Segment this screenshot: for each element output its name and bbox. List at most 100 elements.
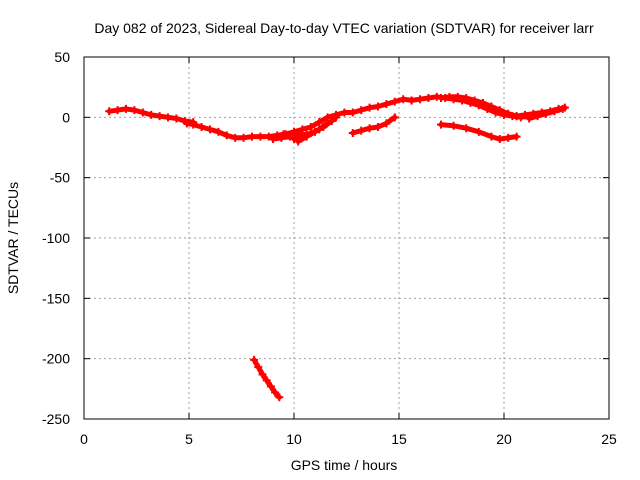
data-point	[462, 124, 471, 133]
x-tick-label: 20	[496, 431, 512, 447]
data-point	[302, 130, 311, 139]
data-point	[147, 110, 156, 119]
axes: 0 5 10 15 20 25 50 0 -50 -100 -150 -200 -250	[42, 49, 617, 447]
series-arc-3	[283, 96, 415, 137]
y-axis-label: SDTVAR / TECUs	[5, 182, 21, 294]
data-point	[164, 113, 172, 122]
data-point	[285, 132, 294, 141]
data-point	[558, 104, 567, 113]
x-tick-label: 10	[286, 431, 302, 447]
plot-frame	[83, 56, 610, 420]
data-point	[462, 94, 471, 103]
data-point	[250, 355, 259, 364]
y-tick-label: -250	[42, 411, 70, 427]
data-point	[266, 382, 275, 391]
data-point	[130, 106, 139, 115]
data-point	[182, 119, 191, 128]
data-point	[399, 95, 408, 104]
data-point	[512, 112, 521, 121]
data-point	[271, 388, 280, 397]
data-point	[453, 92, 462, 101]
data-point	[437, 94, 445, 103]
data-point	[407, 96, 416, 105]
data-point	[323, 113, 332, 122]
y-tick-label: -50	[50, 170, 70, 186]
data-point	[382, 119, 391, 128]
data-point	[374, 122, 382, 131]
data-point	[416, 95, 424, 104]
data-point	[105, 107, 114, 116]
data-point	[113, 106, 122, 115]
data-point	[340, 108, 349, 117]
data-point	[315, 118, 324, 127]
data-point	[504, 133, 513, 142]
data-point	[239, 133, 248, 142]
data-point	[470, 96, 479, 105]
data-point	[189, 120, 198, 129]
data-point	[197, 122, 206, 131]
data-series	[105, 92, 569, 402]
data-point	[374, 102, 382, 111]
data-point	[357, 126, 366, 135]
y-tick-label: 0	[62, 109, 70, 125]
data-point	[206, 125, 214, 134]
data-point	[348, 129, 357, 138]
data-point	[277, 133, 286, 142]
data-point	[327, 116, 336, 125]
data-point	[298, 125, 307, 134]
data-point	[319, 122, 328, 131]
data-point	[269, 135, 277, 144]
data-point	[254, 363, 263, 372]
y-tick-label: -200	[42, 351, 70, 367]
data-point	[348, 108, 357, 117]
data-point	[275, 393, 284, 402]
data-point	[365, 103, 374, 112]
data-point	[365, 124, 374, 133]
data-point	[294, 131, 303, 140]
x-tick-label: 15	[391, 431, 407, 447]
data-point	[390, 97, 399, 106]
data-point	[504, 109, 513, 118]
data-point	[122, 104, 130, 113]
data-point	[487, 102, 496, 111]
data-point	[437, 120, 445, 129]
series-arc-5	[438, 94, 520, 119]
data-point	[521, 110, 529, 119]
x-tick-label: 5	[185, 431, 193, 447]
data-point	[256, 132, 265, 141]
data-point	[138, 108, 147, 117]
data-point	[332, 113, 340, 122]
data-point	[525, 114, 534, 123]
data-point	[449, 121, 458, 130]
data-point	[382, 100, 391, 109]
y-tick-label: -150	[42, 290, 70, 306]
data-point	[248, 132, 256, 141]
chart-title: Day 082 of 2023, Sidereal Day-to-day VTE…	[94, 20, 594, 36]
data-point	[542, 109, 550, 118]
x-tick-label: 25	[601, 431, 617, 447]
x-axis-label: GPS time / hours	[291, 457, 398, 473]
data-point	[155, 112, 164, 121]
data-point	[214, 127, 223, 136]
data-point	[474, 127, 483, 136]
data-point	[512, 132, 521, 141]
data-point	[264, 132, 273, 141]
x-tick-label: 0	[80, 431, 88, 447]
data-point	[231, 133, 240, 142]
data-point	[424, 94, 433, 103]
data-point	[533, 112, 542, 121]
data-point	[311, 127, 319, 136]
data-point	[445, 92, 454, 101]
data-point	[550, 107, 559, 116]
data-point	[172, 114, 181, 123]
data-point	[487, 132, 496, 141]
data-point	[390, 113, 399, 122]
data-point	[479, 98, 487, 107]
data-point	[495, 106, 504, 115]
y-tick-label: 50	[54, 49, 70, 65]
data-point	[262, 376, 271, 385]
data-point	[222, 131, 231, 140]
data-point	[495, 135, 504, 144]
y-tick-label: -100	[42, 230, 70, 246]
